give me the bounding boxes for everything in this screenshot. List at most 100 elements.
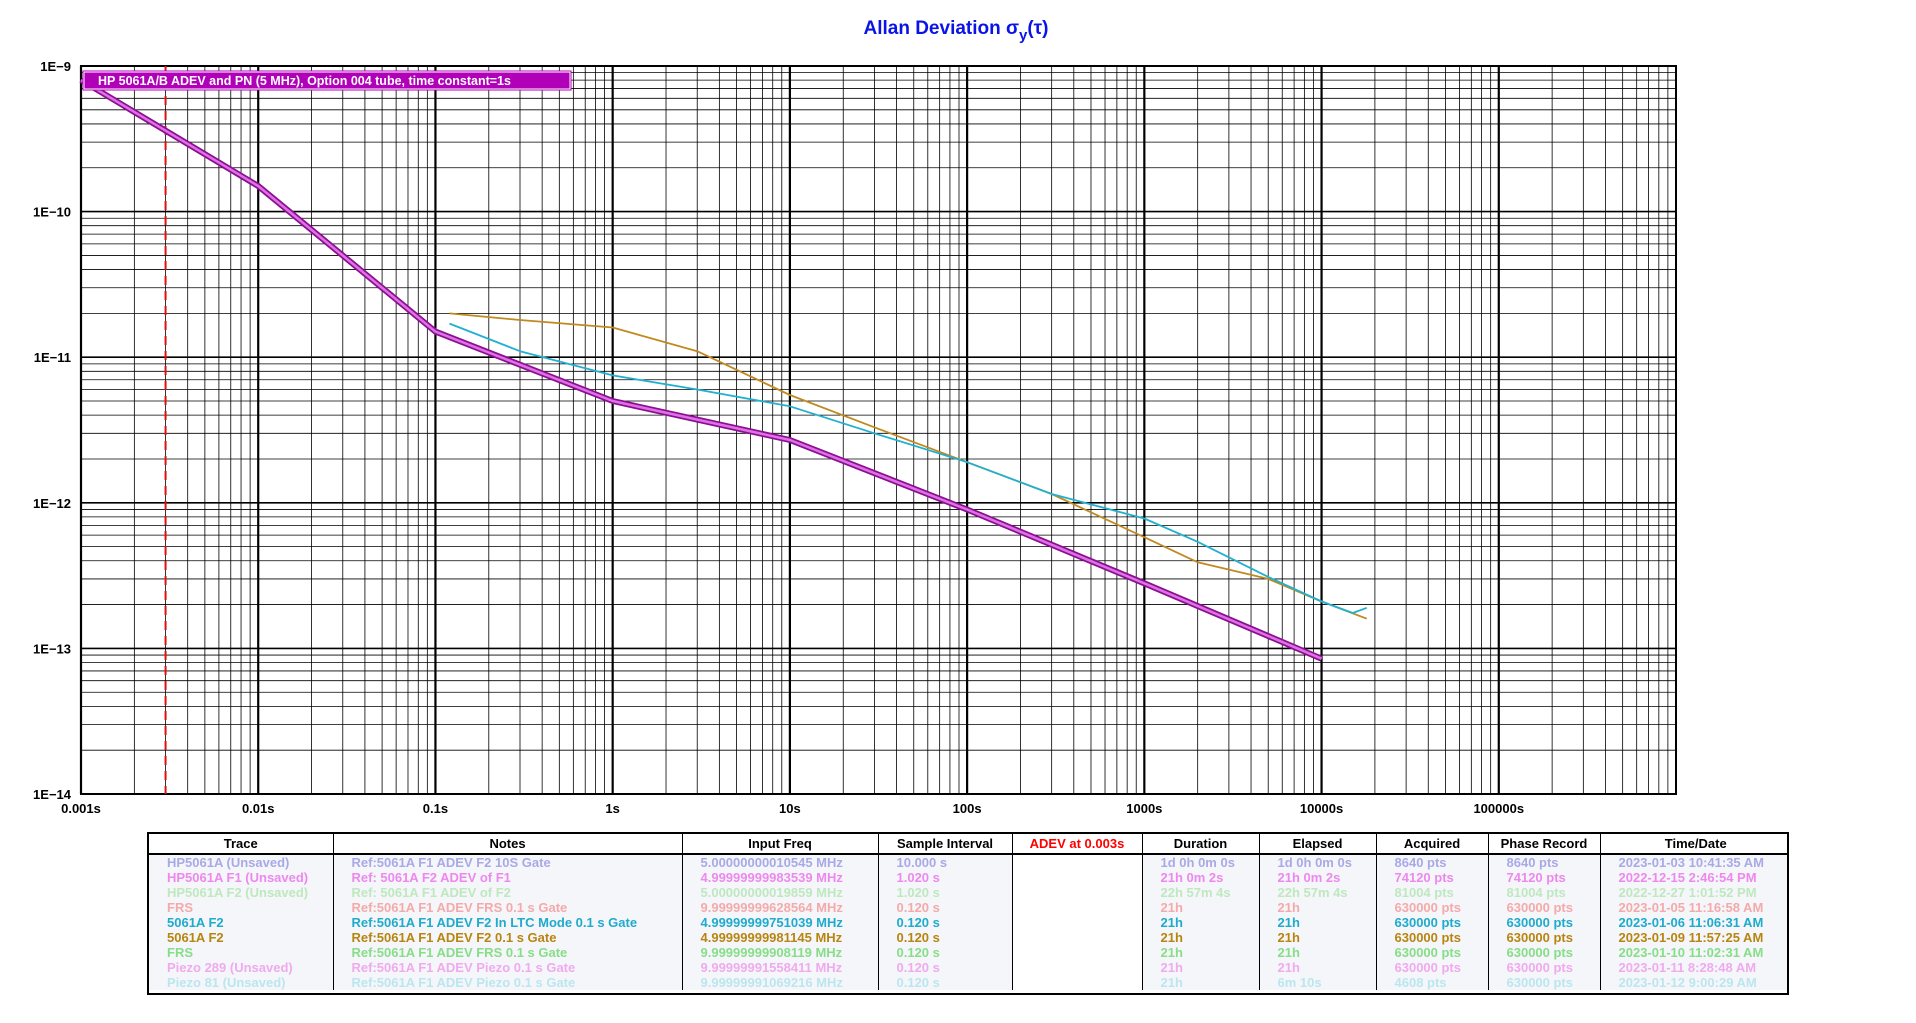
table-cell: 630000 pts [1488, 960, 1601, 975]
table-header-cell: Time/Date [1600, 834, 1787, 855]
table-cell: 22h 57m 4s [1142, 885, 1260, 900]
table-cell: 9.99999999628564 MHz [682, 900, 879, 915]
table-cell: 5.00000000019859 MHz [682, 885, 879, 900]
y-tick-label: 1E−12 [33, 496, 71, 511]
grid-minor [81, 66, 1676, 794]
table-cell: Ref:5061A F1 ADEV FRS 0.1 s Gate [333, 945, 683, 960]
table-cell: 2023-01-05 11:16:58 AM [1600, 900, 1787, 915]
table-row[interactable]: 5061A F2 Ref:5061A F1 ADEV F2 In LTC Mode… [149, 915, 1787, 930]
x-tick-label: 1000s [1126, 801, 1162, 816]
table-cell: Ref: 5061A F1 ADEV of F2 [333, 885, 683, 900]
table-cell: 21h [1259, 960, 1377, 975]
table-cell: 1.020 s [878, 885, 1013, 900]
table-header-cell: Elapsed [1259, 834, 1377, 855]
table-cell: Ref:5061A F1 ADEV Piezo 0.1 s Gate [333, 960, 683, 975]
table-cell: 630000 pts [1376, 930, 1489, 945]
table-cell: FRS [149, 945, 334, 960]
table-cell: 630000 pts [1376, 915, 1489, 930]
table-header-cell: Input Freq [682, 834, 879, 855]
series-outline-line [79, 77, 1323, 662]
table-cell: 21h [1259, 900, 1377, 915]
table-cell: 630000 pts [1488, 930, 1601, 945]
table-header-cell: Acquired [1376, 834, 1489, 855]
table-cell: 5.00000000010545 MHz [682, 854, 879, 870]
table-cell: 22h 57m 4s [1259, 885, 1377, 900]
table-cell [1012, 945, 1143, 960]
table-header-cell: Notes [333, 834, 683, 855]
table-cell: 630000 pts [1376, 900, 1489, 915]
table-cell: 10.000 s [878, 854, 1013, 870]
table-cell: 2022-12-27 1:01:52 PM [1600, 885, 1787, 900]
series-line [449, 322, 1368, 614]
table-cell: 21h [1142, 915, 1260, 930]
table-cell: 630000 pts [1376, 945, 1489, 960]
table-cell: 2023-01-06 11:06:31 AM [1600, 915, 1787, 930]
y-tick-label: 1E−9 [40, 59, 71, 74]
annotation-text: HP 5061A/B ADEV and PN (5 MHz), Option 0… [98, 74, 511, 88]
table-row[interactable]: FRS Ref:5061A F1 ADEV FRS 0.1 s Gate 9.999… [149, 900, 1787, 915]
table-cell: 2023-01-03 10:41:35 AM [1600, 854, 1787, 870]
table-cell [1012, 900, 1143, 915]
table-cell: 21h [1259, 930, 1377, 945]
table-cell: 0.120 s [878, 960, 1013, 975]
x-tick-label: 0.01s [242, 801, 275, 816]
table-cell: 21h [1142, 930, 1260, 945]
x-tick-label: 0.001s [61, 801, 101, 816]
table-cell: 21h [1259, 915, 1377, 930]
table-cell: 8640 pts [1488, 854, 1601, 870]
table-cell: 4.99999999981145 MHz [682, 930, 879, 945]
table-cell: 0.120 s [878, 930, 1013, 945]
table-cell: Piezo 289 (Unsaved) [149, 960, 334, 975]
table-row[interactable]: FRS Ref:5061A F1 ADEV FRS 0.1 s Gate 9.999… [149, 945, 1787, 960]
table-cell [1012, 930, 1143, 945]
table-cell: 1.020 s [878, 870, 1013, 885]
y-tick-label: 1E−11 [34, 350, 71, 365]
table-cell [1012, 870, 1143, 885]
grid-major [79, 66, 1676, 795]
annotation-box: HP 5061A/B ADEV and PN (5 MHz), Option 0… [82, 70, 572, 91]
table-cell: 4608 pts [1376, 975, 1489, 990]
x-tick-label: 100s [953, 801, 982, 816]
x-tick-label: 0.1s [423, 801, 448, 816]
table-header-cell: ADEV at 0.003s [1012, 834, 1143, 855]
table-cell: 2023-01-09 11:57:25 AM [1600, 930, 1787, 945]
table-cell: 6m 10s [1259, 975, 1377, 990]
table-cell: 5061A F2 [149, 930, 334, 945]
trace-table: Trace Notes Input Freq Sample Interval ADEV … [147, 832, 1789, 995]
table-cell: 21h [1142, 975, 1260, 990]
table-cell: 21h [1259, 945, 1377, 960]
table-cell: 21h [1142, 900, 1260, 915]
table-cell: 2022-12-15 2:46:54 PM [1600, 870, 1787, 885]
table-cell [1012, 854, 1143, 870]
table-cell: 1d 0h 0m 0s [1142, 854, 1260, 870]
table-row[interactable]: HP5061A F1 (Unsaved) Ref: 5061A F2 ADEV o… [149, 870, 1787, 885]
table-cell [1012, 960, 1143, 975]
table-cell [1012, 915, 1143, 930]
plot-frame [80, 65, 1677, 795]
table-row[interactable]: HP5061A (Unsaved) Ref:5061A F1 ADEV F2 10… [149, 854, 1787, 870]
table-cell: 9.99999991069216 MHz [682, 975, 879, 990]
x-axis-ticks: 0.001s 0.01s 0.1s 1s 10s 100s 1000s 10000s 10000… [61, 801, 1524, 816]
table-row[interactable]: Piezo 289 (Unsaved) Ref:5061A F1 ADEV Pie… [149, 960, 1787, 975]
adev-chart: Allan Deviation σy(τ) 0.001s 0.01s 0.1s 1s 1… [33, 18, 1677, 816]
table-row[interactable]: HP5061A F2 (Unsaved) Ref: 5061A F1 ADEV o… [149, 885, 1787, 900]
y-tick-label: 1E−10 [33, 205, 71, 220]
table-body: HP5061A (Unsaved) Ref:5061A F1 ADEV F2 10… [149, 854, 1787, 990]
table-cell [1012, 885, 1143, 900]
table-row[interactable]: Piezo 81 (Unsaved) Ref:5061A F1 ADEV Piez… [149, 975, 1787, 990]
y-tick-label: 1E−13 [33, 641, 71, 656]
table-row[interactable]: 5061A F2 Ref:5061A F1 ADEV F2 0.1 s Gate 4… [149, 930, 1787, 945]
table-cell: 2023-01-12 9:00:29 AM [1600, 975, 1787, 990]
table-cell: 74120 pts [1488, 870, 1601, 885]
table-cell: 81004 pts [1488, 885, 1601, 900]
table-header-cell: Sample Interval [878, 834, 1013, 855]
x-tick-label: 100000s [1473, 801, 1524, 816]
table-cell: Ref:5061A F1 ADEV FRS 0.1 s Gate [333, 900, 683, 915]
table-cell: Piezo 81 (Unsaved) [149, 975, 334, 990]
table-cell: 2023-01-11 8:28:48 AM [1600, 960, 1787, 975]
table-cell: 630000 pts [1488, 945, 1601, 960]
table-cell: 0.120 s [878, 915, 1013, 930]
table-cell: 21h 0m 2s [1259, 870, 1377, 885]
table-cell: 74120 pts [1376, 870, 1489, 885]
table-cell: 0.120 s [878, 900, 1013, 915]
